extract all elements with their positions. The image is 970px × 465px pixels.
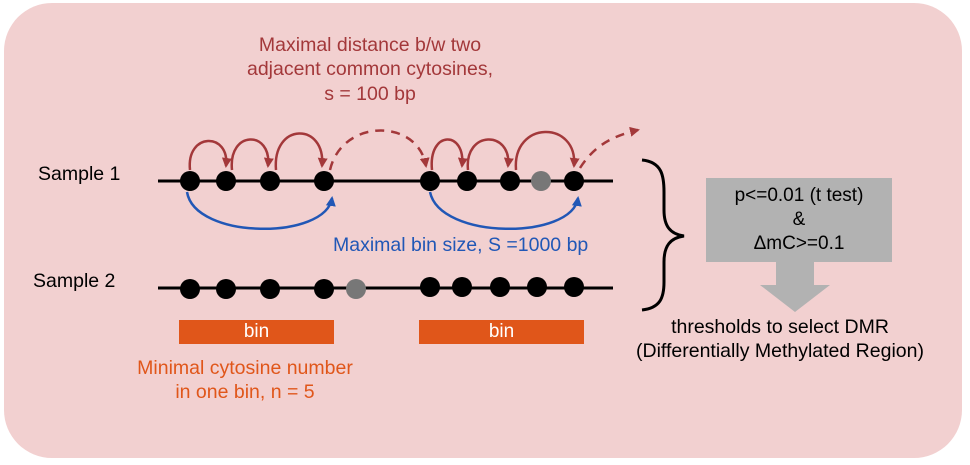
red-arc-5 (466, 138, 514, 171)
bin-box-2: bin (419, 320, 584, 344)
criteria-box: p<=0.01 (t test) & ΔmC>=0.1 (706, 178, 892, 262)
red-arc-2 (230, 138, 274, 171)
red-arc-dashed-out (578, 126, 640, 169)
common-cytosine (490, 277, 510, 297)
red-arc-6 (514, 130, 580, 171)
criteria-and: & (792, 208, 806, 230)
max-bin-size-label: Maximal bin size, S =1000 bp (333, 234, 589, 256)
bin-box-1: bin (179, 320, 334, 344)
red-arc-1 (188, 139, 232, 171)
common-cytosine (180, 279, 200, 299)
down-arrow (760, 262, 830, 312)
common-cytosine (527, 277, 547, 297)
common-cytosine (420, 171, 440, 191)
common-cytosine (260, 171, 280, 191)
threshold-line-2: (Differentially Methylated Region) (636, 340, 924, 363)
common-cytosine (216, 279, 236, 299)
criteria-pvalue: p<=0.01 (t test) (734, 185, 864, 206)
common-cytosine (564, 277, 584, 297)
min-cytosine-line-1: Minimal cytosine number (137, 357, 353, 379)
max-distance-line-2: adjacent common cytosines, (246, 58, 494, 81)
max-distance-label: Maximal distance b/w two adjacent common… (210, 33, 530, 106)
common-cytosine (260, 279, 280, 299)
sample1-cytosines (180, 171, 584, 191)
min-cytosine-line-2: in one bin, n = 5 (175, 381, 315, 404)
common-cytosine (500, 171, 520, 191)
bin-size-arcs (185, 191, 582, 230)
common-cytosine (457, 171, 477, 191)
sample2-label: Sample 2 (33, 270, 116, 292)
blue-arc-2 (428, 191, 582, 230)
non-common-cytosine (346, 279, 366, 299)
common-cytosine (314, 171, 334, 191)
common-cytosine (452, 277, 472, 297)
sample1-label: Sample 1 (38, 163, 121, 185)
red-arc-3 (274, 132, 328, 171)
sample2-cytosines (180, 277, 584, 299)
common-cytosine (420, 277, 440, 297)
criteria-delta-mc: ΔmC>=0.1 (753, 232, 845, 254)
max-distance-line-3: s = 100 bp (324, 82, 416, 105)
red-arc-4 (430, 138, 468, 171)
non-common-cytosine (531, 171, 551, 191)
adjacent-distance-arcs (188, 126, 640, 171)
min-cytosine-label: Minimal cytosine number in one bin, n = … (110, 356, 380, 405)
common-cytosine (216, 171, 236, 191)
common-cytosine (314, 279, 334, 299)
red-arc-dashed-gap (328, 129, 430, 171)
common-cytosine (180, 171, 200, 191)
max-distance-line-1: Maximal distance b/w two (258, 34, 482, 56)
blue-arc-1 (185, 191, 336, 230)
threshold-line-1: thresholds to select DMR (671, 316, 889, 338)
samples-brace (641, 158, 685, 312)
threshold-label: thresholds to select DMR (Differentially… (600, 315, 960, 364)
common-cytosine (564, 171, 584, 191)
